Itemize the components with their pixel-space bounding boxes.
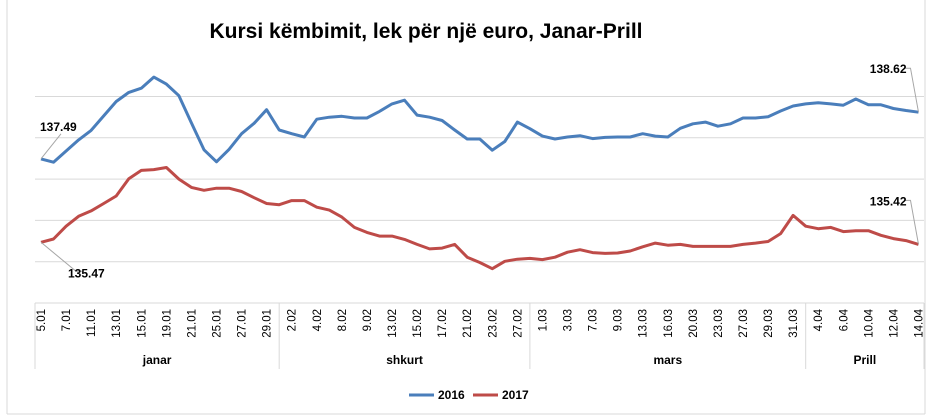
x-tick-label: 25.01 (212, 309, 224, 338)
x-tick-label: 31.03 (788, 309, 800, 338)
x-tick-label: 23.02 (487, 309, 499, 338)
x-tick-label: 12.04 (888, 308, 900, 337)
legend-label-2016: 2016 (438, 388, 465, 402)
x-tick-label: 21.01 (186, 309, 198, 338)
month-group-label: mars (653, 353, 682, 367)
data-label-leader (905, 67, 919, 113)
x-tick-label: 27.03 (738, 309, 750, 338)
data-label-leader (40, 241, 82, 272)
data-label: 135.42 (870, 194, 907, 208)
x-tick-label: 8.02 (337, 309, 349, 331)
x-tick-label: 7.03 (588, 309, 600, 331)
x-tick-label: 23.03 (713, 309, 725, 338)
month-group-label: shkurt (386, 353, 423, 367)
sheet-background (6, 0, 926, 415)
x-tick-label: 7.01 (61, 309, 73, 331)
legend: 2016 2017 (409, 388, 529, 402)
x-tick-label: 17.02 (437, 309, 449, 338)
x-tick-label: 10.04 (863, 308, 875, 337)
gridlines (35, 96, 924, 263)
x-tick-label: 21.02 (462, 309, 474, 338)
x-tick-label: 9.02 (362, 309, 374, 331)
month-group-label: janar (142, 353, 172, 367)
data-label: 137.49 (40, 120, 77, 134)
data-label-leader (40, 133, 62, 160)
x-axis: 5.01 7.01 11.01 13.01 15.01 19.01 21.01 25.01 27… (34, 302, 926, 369)
x-tick-label: 16.03 (663, 309, 675, 338)
series-line-2017 (40, 166, 919, 271)
chart-title: Kursi këmbimit, lek për një euro, Janar-… (210, 20, 643, 43)
data-label: 138.62 (870, 62, 907, 76)
x-tick-label: 20.03 (688, 309, 700, 338)
data-label: 135.47 (68, 266, 105, 280)
x-tick-label: 6.04 (838, 308, 850, 331)
x-tick-label: 11.01 (86, 309, 98, 337)
x-tick-label: 2.02 (287, 309, 299, 331)
x-tick-label: 3.03 (563, 309, 575, 331)
x-tick-label: 29.03 (763, 309, 775, 338)
x-tick-label: 29.01 (262, 309, 274, 338)
data-label-leader (905, 199, 919, 245)
x-tick-label: 4.04 (813, 308, 825, 331)
month-group-label: Prill (853, 353, 876, 367)
x-tick-label: 1.03 (537, 309, 549, 331)
series-lines (40, 75, 919, 271)
legend-label-2017: 2017 (502, 388, 529, 402)
x-tick-label: 5.01 (36, 309, 48, 331)
x-tick-label: 27.01 (237, 309, 249, 338)
x-tick-label: 14.04 (914, 308, 926, 337)
x-tick-label: 19.01 (161, 309, 173, 338)
x-tick-label: 4.02 (312, 309, 324, 331)
data-labels: 137.49 138.62 135.47 135.42 (40, 62, 919, 280)
x-tick-label: 9.03 (613, 309, 625, 331)
series-line-2016 (40, 75, 919, 164)
x-tick-label: 27.02 (512, 309, 524, 338)
x-tick-label: 15.01 (136, 309, 148, 338)
x-tick-label: 13.02 (387, 309, 399, 338)
x-tick-label: 15.02 (412, 309, 424, 338)
x-tick-label: 13.03 (638, 309, 650, 338)
x-tick-label: 13.01 (111, 309, 123, 338)
